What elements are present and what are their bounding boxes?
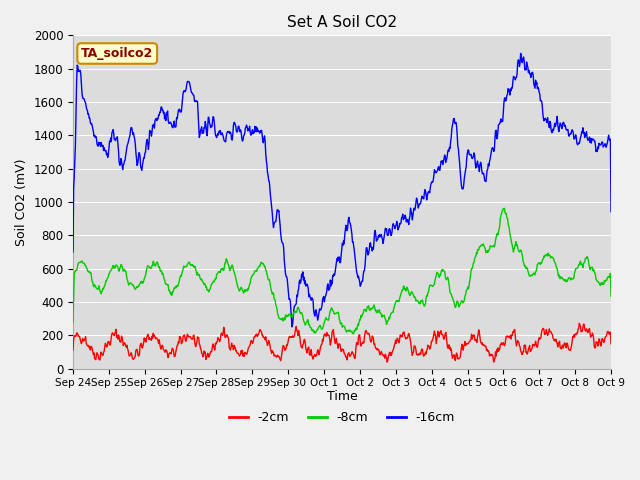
Legend: -2cm, -8cm, -16cm: -2cm, -8cm, -16cm [224,406,460,429]
X-axis label: Time: Time [326,390,357,403]
Text: TA_soilco2: TA_soilco2 [81,47,154,60]
Title: Set A Soil CO2: Set A Soil CO2 [287,15,397,30]
Y-axis label: Soil CO2 (mV): Soil CO2 (mV) [15,158,28,246]
